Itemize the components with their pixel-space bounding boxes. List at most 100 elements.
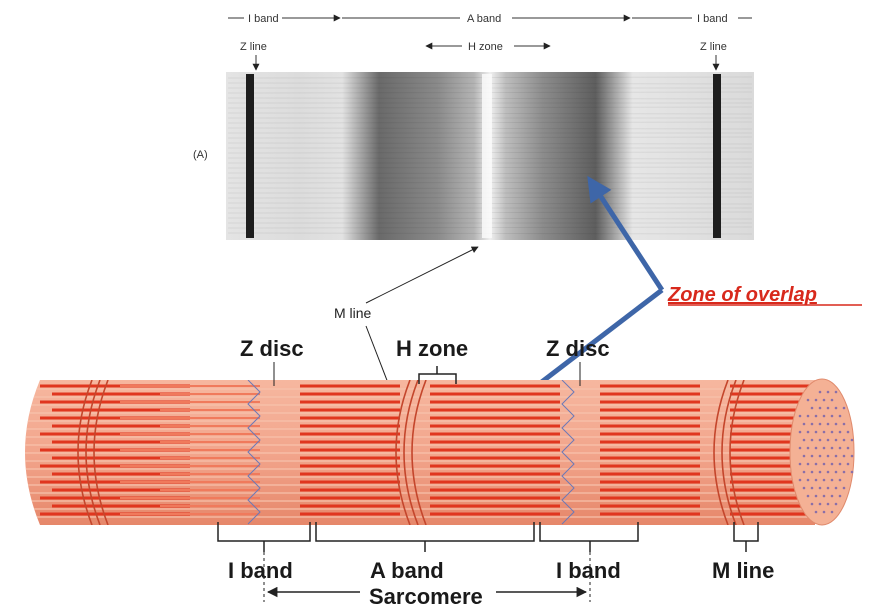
z-line-right-mark <box>713 74 721 238</box>
micro-z-line-right: Z line <box>700 41 727 53</box>
myofibril-disc <box>411 380 427 525</box>
i-band-right-label: I band <box>556 558 621 583</box>
cross-section-dot <box>798 462 802 466</box>
cross-section-dot <box>826 470 830 474</box>
cross-section-dot <box>842 470 846 474</box>
cross-section-dot <box>814 414 818 418</box>
cross-section-dot <box>838 478 842 482</box>
cross-section-dot <box>814 478 818 482</box>
cross-section-dot <box>814 398 818 402</box>
a-band-label: A band <box>370 558 444 583</box>
z-disc-lattice <box>561 380 575 525</box>
myofibril-disc <box>77 380 93 525</box>
sarcomere-label: Sarcomere <box>369 584 483 609</box>
cross-section-dot <box>822 414 826 418</box>
cross-section-dot <box>846 462 850 466</box>
cross-section-dot <box>802 470 806 474</box>
cross-section-dot <box>842 422 846 426</box>
overlap-arrow-up <box>587 175 665 292</box>
cross-section-dot <box>830 478 834 482</box>
cross-section-dot <box>822 510 826 514</box>
cross-section-dot <box>802 486 806 490</box>
cross-section-dot <box>822 398 826 402</box>
cross-section-dot <box>810 470 814 474</box>
cross-section-dot <box>826 454 830 458</box>
cross-section-dot <box>818 470 822 474</box>
cross-section-dot <box>838 430 842 434</box>
cross-section-dot <box>838 494 842 498</box>
cross-section-dot <box>798 430 802 434</box>
myofibril-disc <box>713 380 729 525</box>
z-line-left-mark <box>246 74 254 238</box>
micro-i-band-right: I band <box>697 13 728 25</box>
cross-section-dot <box>846 430 850 434</box>
cross-section-dot <box>810 454 814 458</box>
cross-section-dot <box>814 494 818 498</box>
zone-of-overlap-label: Zone of overlap <box>667 284 817 306</box>
cross-section-dot <box>838 462 842 466</box>
m-line-label: M line <box>712 558 774 583</box>
cross-section-dot <box>822 462 826 466</box>
cross-section-dot <box>830 414 834 418</box>
cross-section-dot <box>834 470 838 474</box>
cross-section-dot <box>818 438 822 442</box>
cross-section-dot <box>826 502 830 506</box>
myofibril-disc <box>403 380 419 525</box>
myofibril-disc <box>721 380 737 525</box>
cross-section-dot <box>842 406 846 410</box>
cross-section-dot <box>830 398 834 402</box>
cross-section-dot <box>814 510 818 514</box>
z-disc-right-label: Z disc <box>546 336 610 361</box>
cross-section-dot <box>838 446 842 450</box>
cross-section-dot <box>798 446 802 450</box>
cross-section-dot <box>810 502 814 506</box>
cross-section-dot <box>822 446 826 450</box>
cross-section-dot <box>830 494 834 498</box>
cross-section-dot <box>850 470 854 474</box>
cross-section-dot <box>830 510 834 514</box>
cross-section-dot <box>834 502 838 506</box>
z-discs <box>77 380 745 525</box>
cross-section-dot <box>818 486 822 490</box>
micro-a-band: A band <box>467 13 501 25</box>
cross-section-dot <box>806 414 810 418</box>
cross-section-dot <box>802 438 806 442</box>
cross-section-dot <box>834 422 838 426</box>
myofibril-disc <box>729 380 745 525</box>
cross-section-dot <box>818 454 822 458</box>
cross-section-dot <box>806 478 810 482</box>
cross-section-dot <box>834 486 838 490</box>
myofibril-disc <box>93 380 109 525</box>
micro-i-band-left: I band <box>248 13 279 25</box>
cross-section-dot <box>830 446 834 450</box>
cross-section-dot <box>818 502 822 506</box>
micro-z-line-left: Z line <box>240 41 267 53</box>
cross-section-dot <box>842 438 846 442</box>
h-zone-label: H zone <box>396 336 468 361</box>
cross-section-dot <box>834 454 838 458</box>
panel-label: (A) <box>193 149 208 161</box>
cross-section-dot <box>814 430 818 434</box>
cross-section-dot <box>818 422 822 426</box>
m-line-callout-label: M line <box>334 305 372 321</box>
cross-section-dot <box>814 462 818 466</box>
cross-section-dot <box>806 398 810 402</box>
cross-section-dot <box>850 438 854 442</box>
z-disc-left-label: Z disc <box>240 336 304 361</box>
z-disc-lattice <box>247 380 261 525</box>
cross-section-dot <box>838 414 842 418</box>
i-band-right-bracket-bottom <box>539 522 639 542</box>
cross-section-dot <box>834 406 838 410</box>
i-band-left-label: I band <box>228 558 293 583</box>
cross-section-dot <box>818 406 822 410</box>
cross-section-dot <box>830 430 834 434</box>
m-line-callout-up <box>365 246 479 304</box>
cross-section-dot <box>798 414 802 418</box>
cross-section-dot <box>826 390 830 394</box>
cross-section-dot <box>850 454 854 458</box>
cross-section-dot <box>802 454 806 458</box>
cross-section-dot <box>806 446 810 450</box>
cross-section-dot <box>834 390 838 394</box>
cross-section-dot <box>798 478 802 482</box>
